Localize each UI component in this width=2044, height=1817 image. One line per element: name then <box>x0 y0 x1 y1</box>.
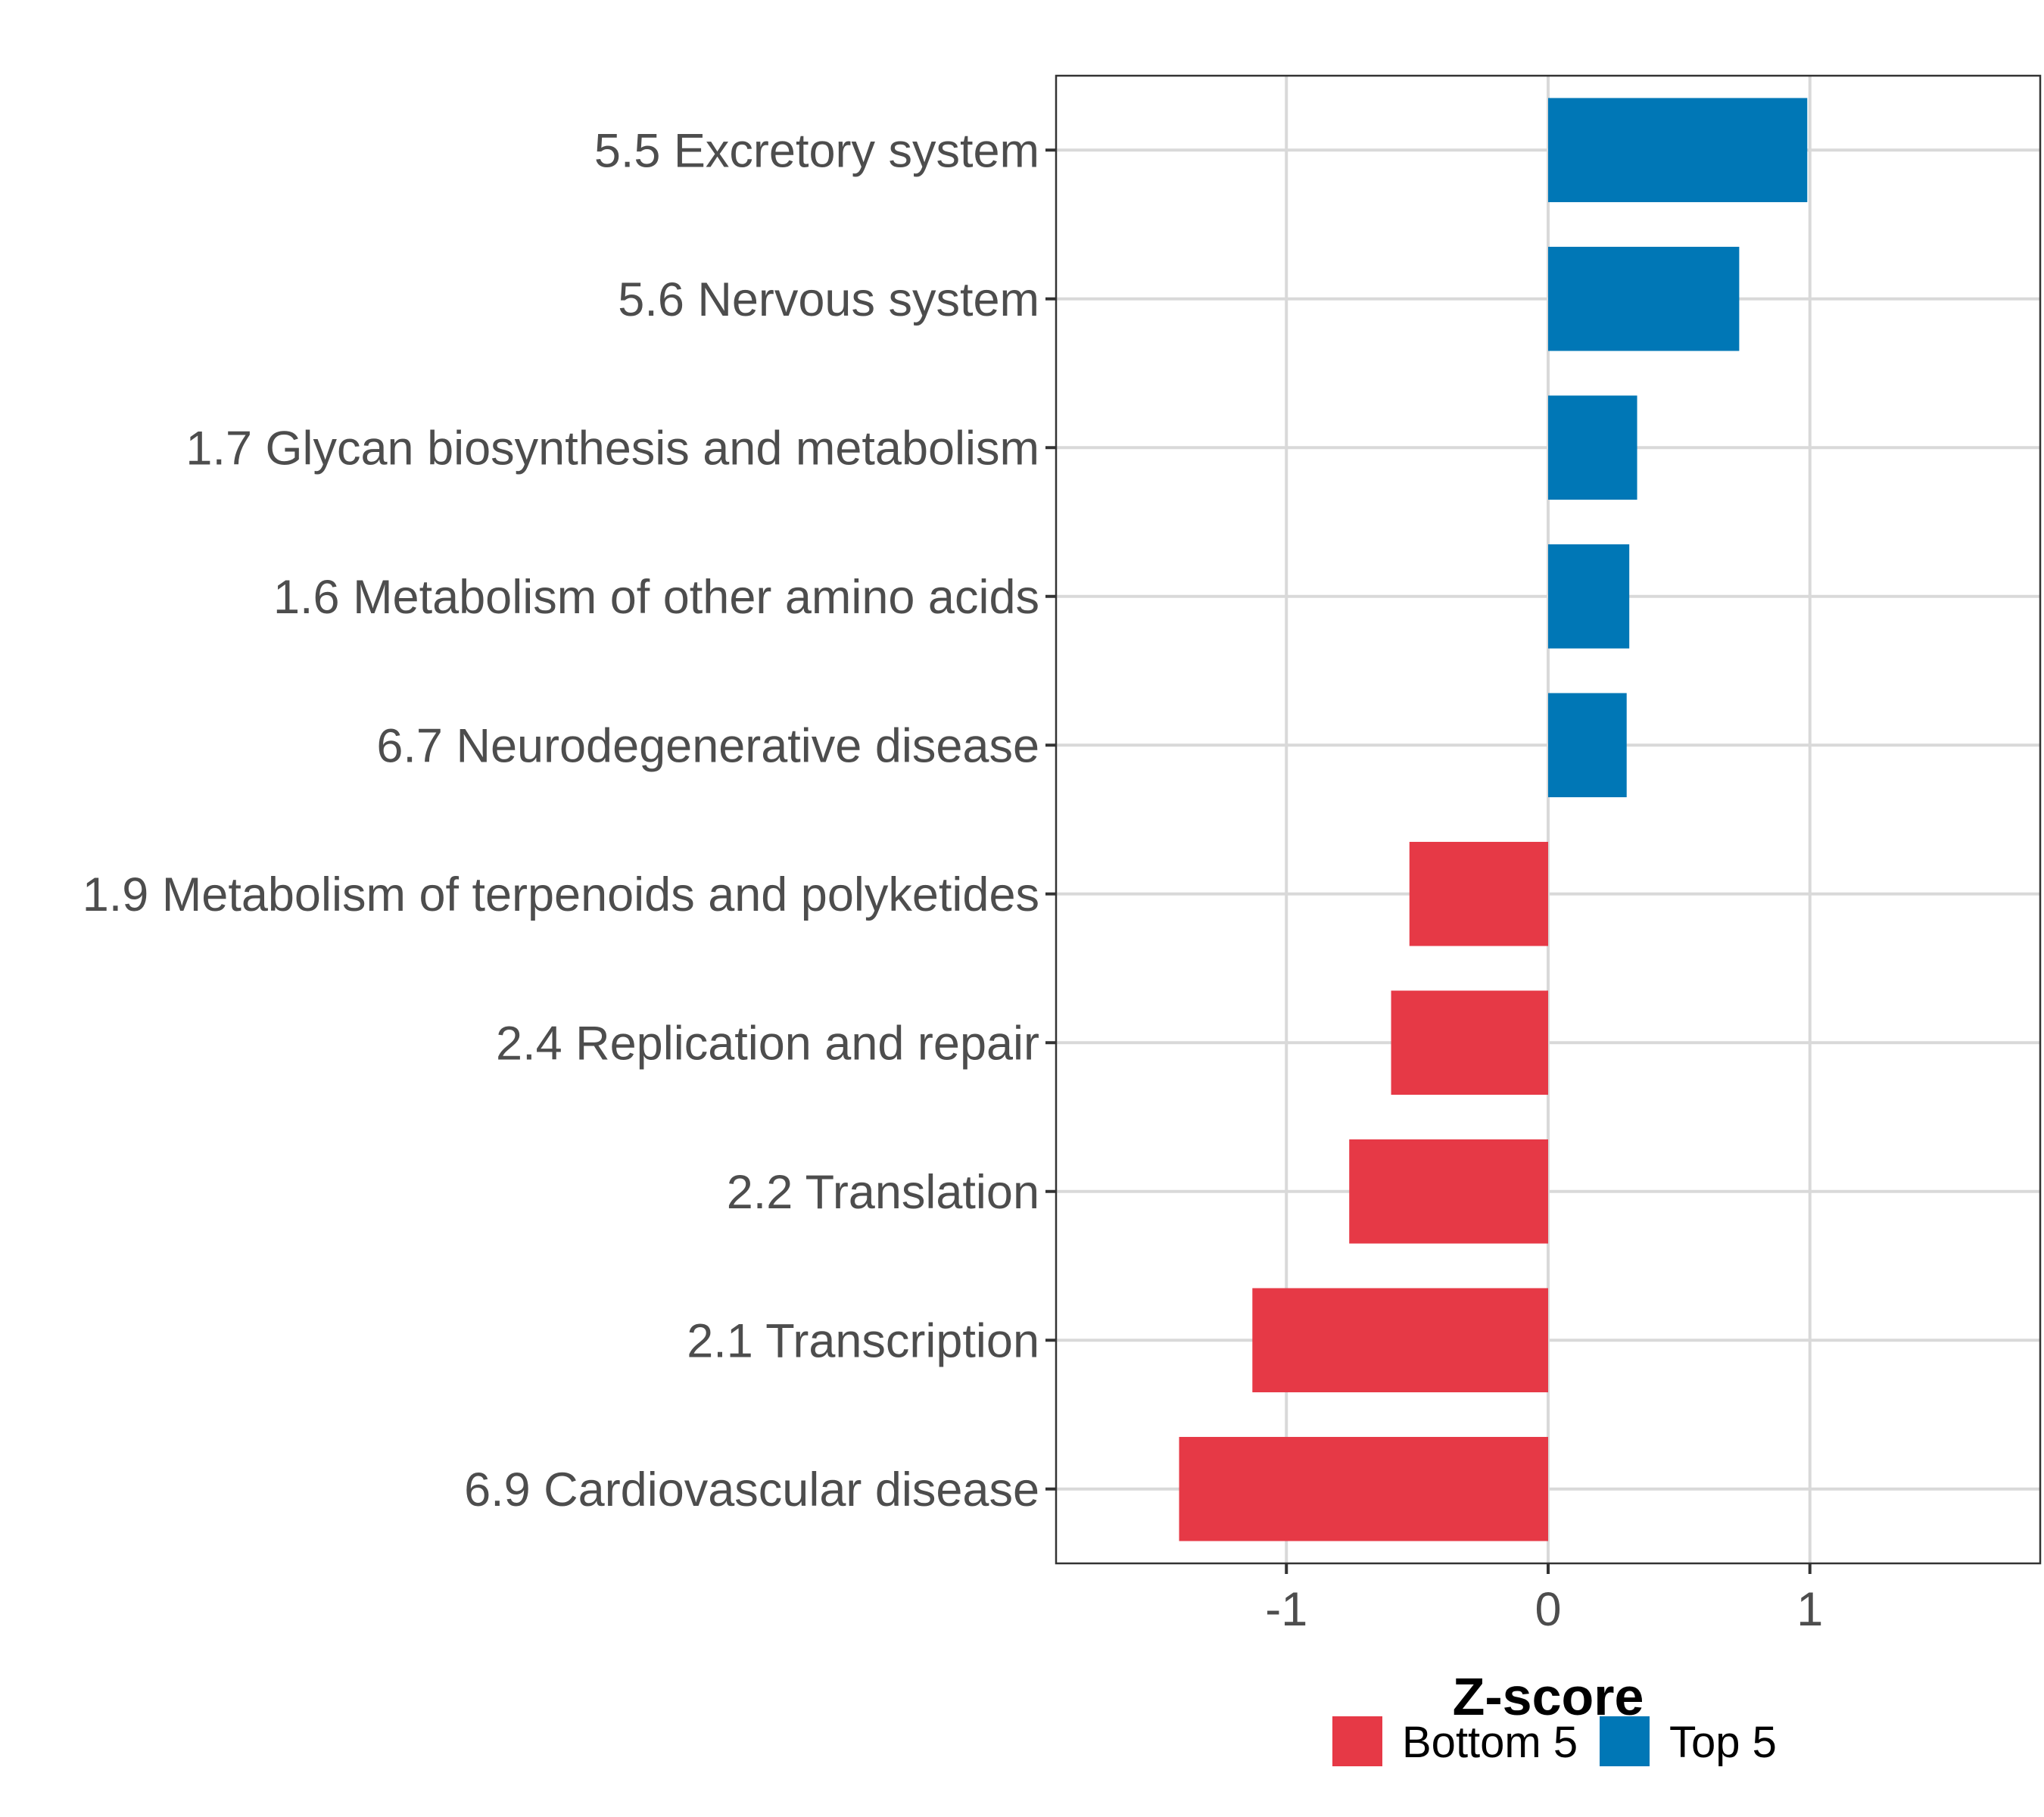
bar-top <box>1548 395 1637 500</box>
y-tick-label: 6.7 Neurodegenerative disease <box>376 719 1039 772</box>
bar-top <box>1548 98 1808 203</box>
legend: Bottom 5 Top 5 <box>1332 1716 1777 1767</box>
bar-top <box>1548 246 1740 351</box>
x-tick-label: 0 <box>1535 1583 1561 1636</box>
bar-bottom <box>1409 841 1548 946</box>
y-tick-label: 2.4 Replication and repair <box>496 1017 1039 1070</box>
y-tick-label: 5.6 Nervous system <box>618 273 1039 326</box>
y-tick-label: 2.2 Translation <box>727 1166 1039 1219</box>
x-tick-label: 1 <box>1796 1583 1823 1636</box>
axes: 5.5 Excretory system 5.6 Nervous system 1.… <box>83 74 2042 1636</box>
y-tick-label: 1.9 Metabolism of terpenoids and polyket… <box>83 868 1039 921</box>
legend-label: Bottom 5 <box>1402 1718 1578 1767</box>
y-tick-label: 1.6 Metabolism of other amino acids <box>273 571 1039 624</box>
bar-bottom <box>1179 1436 1548 1541</box>
y-tick-label: 6.9 Cardiovascular disease <box>464 1463 1039 1516</box>
y-tick-label: 1.7 Glycan biosynthesis and metabolism <box>185 422 1039 475</box>
y-tick-label: 5.5 Excretory system <box>594 124 1039 177</box>
bars <box>1179 98 1808 1541</box>
legend-label: Top 5 <box>1669 1718 1777 1767</box>
bar-bottom <box>1349 1139 1548 1244</box>
bar-top <box>1548 693 1627 798</box>
bar-bottom <box>1391 990 1548 1095</box>
x-tick-label: -1 <box>1265 1583 1307 1636</box>
y-tick-label: 2.1 Transcription <box>687 1314 1039 1367</box>
legend-swatch <box>1332 1716 1382 1766</box>
bar-bottom <box>1252 1288 1548 1393</box>
bar-top <box>1548 544 1630 649</box>
legend-swatch <box>1600 1716 1650 1766</box>
